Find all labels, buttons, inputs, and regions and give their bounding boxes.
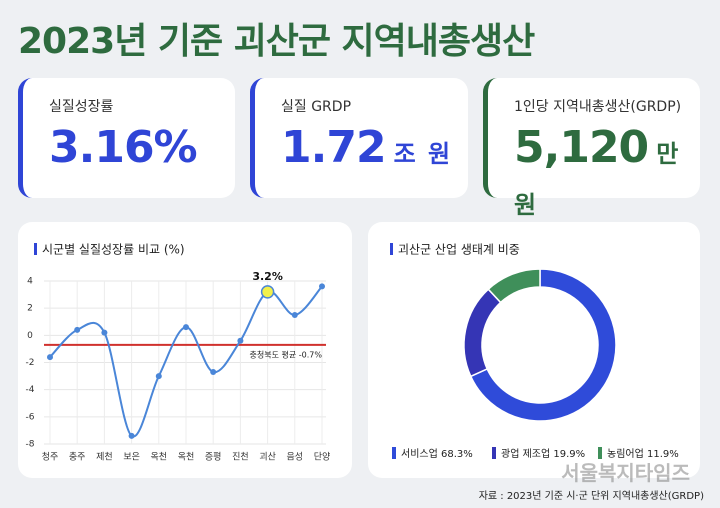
x-tick-label: 보은 xyxy=(123,452,140,463)
y-tick-label: 0 xyxy=(27,331,33,341)
data-point xyxy=(319,283,325,290)
donut-slice xyxy=(463,288,502,378)
legend-swatch xyxy=(598,447,602,459)
data-point xyxy=(74,326,81,333)
kpi-card: 1인당 지역내총생산(GRDP) 5,120 만 원 xyxy=(483,78,700,219)
kpi-value: 1.72 xyxy=(281,122,387,173)
legend-value: 68.3% xyxy=(441,449,473,460)
chart-title: 괴산군 산업 생태계 비중 xyxy=(398,243,520,257)
y-tick-label: -4 xyxy=(26,385,35,395)
source: 자료 : 2023년 기준 시·군 단위 지역내총생산(GRDP) xyxy=(478,491,704,502)
data-point xyxy=(291,311,298,318)
legend-entry: 서비스업 68.3% xyxy=(401,447,473,460)
x-tick-label: 음성 xyxy=(287,452,304,463)
legend-swatch xyxy=(392,447,396,459)
watermark: 서울복지타임즈 xyxy=(561,461,690,485)
x-tick-label: 옥천 xyxy=(178,452,195,463)
kpi-label: 1인당 지역내총생산(GRDP) xyxy=(514,99,682,115)
legend-entry: 농림어업 11.9% xyxy=(607,447,679,460)
reference-label: 충청북도 평균 -0.7% xyxy=(250,349,323,359)
x-tick-label: 제천 xyxy=(96,452,113,463)
data-point xyxy=(210,369,217,376)
line-chart: 시군별 실질성장률 비교 (%) -8 -6 -4 -2 0 2 4 청주 충주 제천 보은 옥천 옥천 증… xyxy=(26,243,331,463)
x-tick-label: 괴산 xyxy=(259,452,276,463)
kpi-value: 3.16% xyxy=(49,122,198,173)
kpi-unit: 만 원 xyxy=(514,140,681,219)
legend-value: 11.9% xyxy=(647,449,679,460)
y-tick-label: -2 xyxy=(26,358,35,368)
data-point xyxy=(183,324,189,331)
x-tick-label: 증평 xyxy=(205,452,222,463)
data-point xyxy=(101,329,108,336)
title-marker xyxy=(34,243,37,255)
page-title: 2023년 기준 괴산군 지역내총생산 xyxy=(18,21,535,62)
kpi-unit: 조 원 xyxy=(393,140,453,168)
y-tick-label: -8 xyxy=(26,440,35,450)
legend-value: 19.9% xyxy=(553,449,585,460)
donut-slice xyxy=(469,268,617,422)
kpi-label: 실질성장률 xyxy=(49,99,114,115)
y-tick-label: -6 xyxy=(26,412,35,422)
kpi-label: 실질 GRDP xyxy=(281,99,352,115)
legend-entry: 광업 제조업 19.9% xyxy=(501,447,585,460)
x-tick-label: 청주 xyxy=(42,452,59,463)
legend-name: 농림어업 xyxy=(607,447,644,460)
kpi-value-row: 5,120 만 원 xyxy=(514,122,700,224)
x-tick-label: 진천 xyxy=(232,452,249,463)
x-tick-label: 충주 xyxy=(69,452,86,463)
kpi-value-row: 3.16% xyxy=(49,122,235,173)
x-tick-label: 단양 xyxy=(314,452,331,463)
data-point xyxy=(237,337,244,344)
line-panel: 시군별 실질성장률 비교 (%) -8 -6 -4 -2 0 2 4 청주 충주 제천 보은 옥천 옥천 증… xyxy=(18,222,352,478)
kpi-value-row: 1.72 조 원 xyxy=(281,122,468,173)
kpi-value: 5,120 xyxy=(514,122,649,173)
legend-name: 서비스업 xyxy=(401,447,438,460)
data-point xyxy=(155,373,162,380)
y-tick-label: 4 xyxy=(27,277,33,287)
kpi-card: 실질성장률 3.16% xyxy=(18,78,235,198)
kpi-card: 실질 GRDP 1.72 조 원 xyxy=(250,78,468,198)
data-label: 3.2% xyxy=(252,270,283,283)
data-point xyxy=(47,354,53,361)
y-tick-label: 2 xyxy=(27,304,33,314)
donut-slice xyxy=(487,268,541,304)
chart-title: 시군별 실질성장률 비교 (%) xyxy=(42,243,185,257)
legend-swatch xyxy=(492,447,496,459)
title-marker xyxy=(390,243,393,255)
data-point xyxy=(260,285,275,299)
x-tick-label: 옥천 xyxy=(151,452,168,463)
data-point xyxy=(128,432,135,439)
legend-name: 광업 제조업 xyxy=(501,447,550,460)
